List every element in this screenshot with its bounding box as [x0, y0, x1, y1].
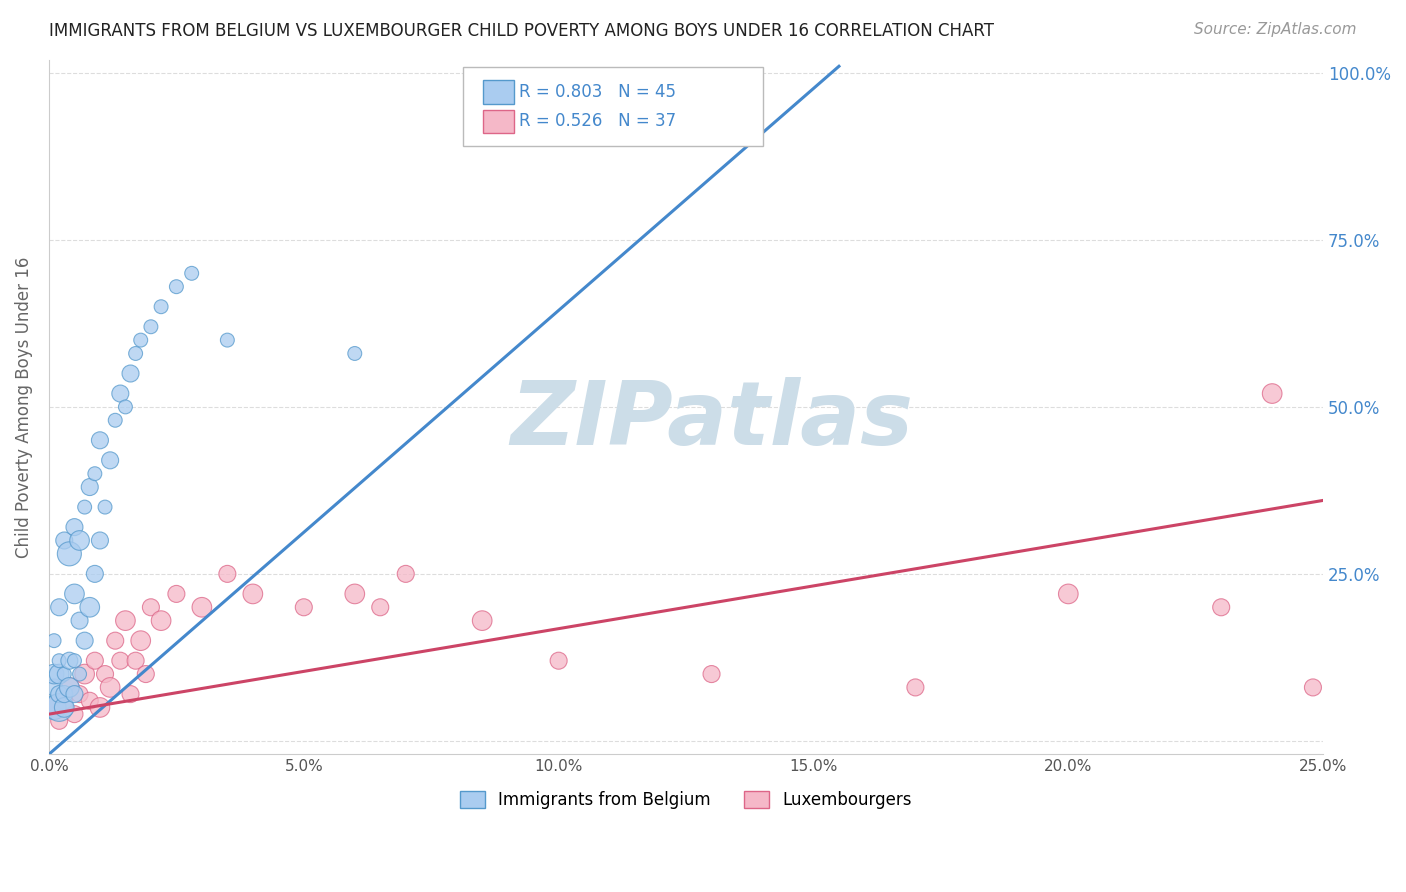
- Point: [42, 700, 65, 714]
- Point: [63, 587, 86, 601]
- Point: [217, 566, 239, 581]
- Point: [120, 687, 142, 701]
- Point: [98, 681, 121, 695]
- Point: [42, 700, 65, 714]
- Point: [129, 333, 152, 347]
- Point: [48, 667, 70, 681]
- Point: [150, 614, 173, 628]
- Point: [53, 533, 76, 548]
- Point: [83, 467, 105, 481]
- Point: [165, 279, 187, 293]
- Point: [58, 681, 80, 695]
- Point: [1211, 600, 1233, 615]
- Point: [69, 614, 91, 628]
- Point: [89, 434, 111, 448]
- Point: [191, 600, 214, 615]
- Point: [124, 346, 146, 360]
- Point: [53, 700, 76, 714]
- Point: [63, 654, 86, 668]
- Point: [73, 500, 96, 514]
- Point: [129, 633, 152, 648]
- Point: [98, 453, 121, 467]
- Point: [547, 654, 569, 668]
- Point: [180, 266, 202, 280]
- Point: [120, 367, 142, 381]
- Point: [89, 700, 111, 714]
- Point: [94, 500, 117, 514]
- Point: [150, 300, 173, 314]
- Point: [904, 681, 927, 695]
- FancyBboxPatch shape: [484, 80, 515, 104]
- Point: [53, 667, 76, 681]
- Point: [114, 614, 136, 628]
- Point: [58, 547, 80, 561]
- Point: [124, 654, 146, 668]
- Point: [139, 600, 162, 615]
- Point: [700, 667, 723, 681]
- Point: [1057, 587, 1080, 601]
- Point: [79, 480, 101, 494]
- Point: [58, 681, 80, 695]
- Point: [114, 400, 136, 414]
- Point: [83, 566, 105, 581]
- Point: [48, 654, 70, 668]
- Point: [368, 600, 391, 615]
- Point: [53, 694, 76, 708]
- Point: [69, 687, 91, 701]
- Point: [89, 533, 111, 548]
- Point: [471, 614, 494, 628]
- Point: [48, 600, 70, 615]
- Point: [104, 413, 127, 427]
- Point: [135, 667, 157, 681]
- FancyBboxPatch shape: [484, 110, 515, 133]
- Point: [343, 346, 366, 360]
- Point: [63, 520, 86, 534]
- Point: [1261, 386, 1284, 401]
- Point: [79, 694, 101, 708]
- Point: [94, 667, 117, 681]
- Point: [83, 654, 105, 668]
- Point: [63, 687, 86, 701]
- Point: [73, 633, 96, 648]
- Point: [42, 681, 65, 695]
- Point: [53, 687, 76, 701]
- Point: [242, 587, 264, 601]
- Point: [42, 667, 65, 681]
- Point: [69, 667, 91, 681]
- Point: [42, 633, 65, 648]
- Point: [69, 533, 91, 548]
- Point: [104, 633, 127, 648]
- Point: [73, 667, 96, 681]
- Y-axis label: Child Poverty Among Boys Under 16: Child Poverty Among Boys Under 16: [15, 256, 32, 558]
- Point: [110, 386, 132, 401]
- Text: R = 0.526   N = 37: R = 0.526 N = 37: [519, 112, 676, 130]
- Point: [343, 587, 366, 601]
- FancyBboxPatch shape: [463, 67, 762, 146]
- Point: [395, 566, 418, 581]
- Point: [292, 600, 315, 615]
- Text: IMMIGRANTS FROM BELGIUM VS LUXEMBOURGER CHILD POVERTY AMONG BOYS UNDER 16 CORREL: IMMIGRANTS FROM BELGIUM VS LUXEMBOURGER …: [49, 22, 994, 40]
- Text: Source: ZipAtlas.com: Source: ZipAtlas.com: [1194, 22, 1357, 37]
- Point: [48, 714, 70, 728]
- Legend: Immigrants from Belgium, Luxembourgers: Immigrants from Belgium, Luxembourgers: [453, 784, 918, 815]
- Point: [58, 654, 80, 668]
- Point: [139, 319, 162, 334]
- Point: [165, 587, 187, 601]
- Text: R = 0.803   N = 45: R = 0.803 N = 45: [519, 83, 676, 102]
- Text: ZIPatlas: ZIPatlas: [510, 377, 912, 465]
- Point: [48, 687, 70, 701]
- Point: [110, 654, 132, 668]
- Point: [48, 700, 70, 714]
- Point: [217, 333, 239, 347]
- Point: [63, 707, 86, 722]
- Point: [79, 600, 101, 615]
- Point: [1302, 681, 1324, 695]
